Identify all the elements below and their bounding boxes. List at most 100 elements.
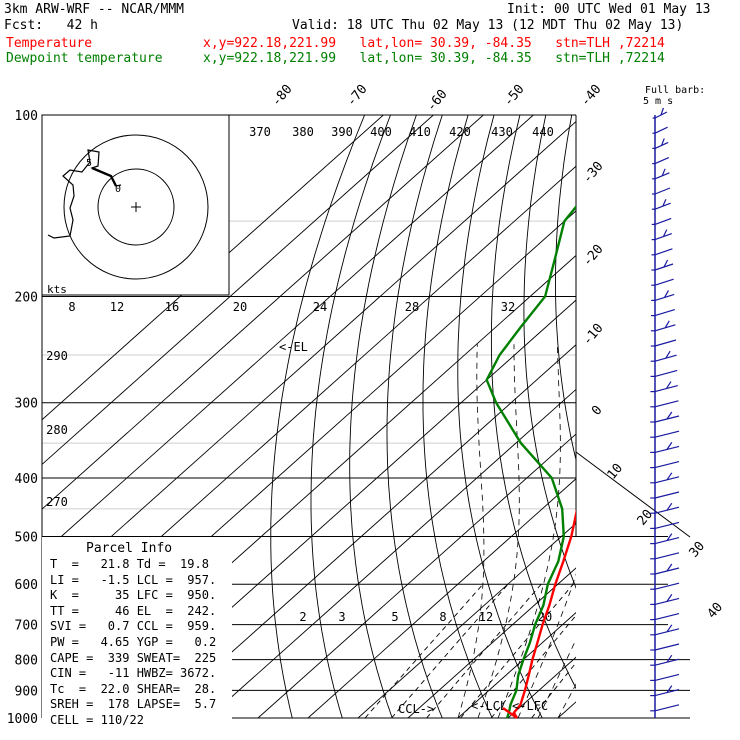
parcel-info-title: Parcel Info <box>86 541 173 556</box>
wind-barb <box>666 685 673 693</box>
isotherm-line <box>457 612 576 718</box>
pressure-label: 200 <box>15 291 38 306</box>
wind-barb <box>661 138 665 146</box>
parcel-info-box <box>42 537 232 720</box>
moist-adiabat <box>497 344 561 718</box>
wind-barb <box>654 278 674 286</box>
wind-barb <box>666 502 673 511</box>
plot-lower-border <box>575 451 691 538</box>
wind-barb <box>654 309 675 317</box>
isotherm-label: -40 <box>578 82 605 110</box>
hodo-speed-label: 12 <box>110 300 124 314</box>
hodograph-ring-outer <box>63 134 209 280</box>
parcel-info-row: CIN = -11 HWBZ= 3672. <box>50 666 217 681</box>
mixing-ratio-label: 5 <box>391 610 398 624</box>
wind-barb <box>654 430 680 438</box>
pressure-label: 300 <box>15 397 38 412</box>
theta-label: 430 <box>491 125 513 139</box>
dry-adiabat <box>490 115 576 690</box>
theta-label: 400 <box>370 125 392 139</box>
theta-label: 280 <box>46 423 68 437</box>
hodo-speed-label: 32 <box>501 300 515 314</box>
wind-barb <box>666 533 673 541</box>
wind-barb <box>666 411 673 420</box>
temperature-profile <box>512 508 576 718</box>
hodo-speed-label: 16 <box>165 300 179 314</box>
dry-adiabat <box>700 115 740 718</box>
temperature-location: x,y=922.18,221.99 lat,lon= 30.39, -84.35… <box>203 36 665 51</box>
isotherm-label: 10 <box>605 461 627 483</box>
wind-barb <box>654 248 673 256</box>
wind-barb <box>654 217 672 225</box>
wind-barb <box>664 290 669 298</box>
wind-barb <box>654 582 680 590</box>
wind-barb <box>654 126 668 134</box>
isotherm-label: 30 <box>687 539 709 561</box>
moist-adiabat <box>537 638 576 718</box>
wind-barb <box>654 339 677 347</box>
pressure-label: 100 <box>15 109 38 124</box>
wind-barb <box>666 594 673 602</box>
hodo-speed-label: 28 <box>405 300 419 314</box>
wind-barb <box>666 654 673 663</box>
valid-time: Valid: 18 UTC Thu 02 May 13 (12 MDT Thu … <box>292 18 684 33</box>
isotherm-label: -60 <box>424 87 451 115</box>
dry-adiabat <box>457 115 543 718</box>
isotherm-line <box>42 115 434 466</box>
isotherm-label: -30 <box>580 159 607 187</box>
lcl-annotation: <-LCL <box>471 699 507 713</box>
wind-barb <box>654 704 680 712</box>
pressure-label: 500 <box>15 530 38 545</box>
wind-barb <box>661 168 666 177</box>
wind-barb <box>654 643 680 651</box>
parcel-info-row: CELL = 110/22 <box>50 712 144 727</box>
ccl-annotation: CCL-> <box>398 702 434 716</box>
hodo-speed-label: 20 <box>233 300 247 314</box>
wind-barb <box>666 563 673 572</box>
pressure-label: 600 <box>15 578 38 593</box>
wind-barb <box>665 381 672 389</box>
isotherm-line <box>407 567 576 718</box>
parcel-info: Parcel Info T = 21.8 Td = 19.8 LI = -1.5 … <box>50 540 240 729</box>
dewpoint-location: x,y=922.18,221.99 lat,lon= 30.39, -84.35… <box>203 51 665 66</box>
isotherm-label: -20 <box>580 242 607 270</box>
wind-barbs <box>650 107 680 718</box>
theta-label: 290 <box>46 349 68 363</box>
dewpoint-profile <box>485 204 576 718</box>
temperature-surface-segment <box>502 707 518 719</box>
wind-barb <box>654 461 680 469</box>
el-annotation: <-EL <box>279 340 308 354</box>
isotherm-line <box>42 115 484 510</box>
hodograph-height-0km: 0 <box>115 184 121 195</box>
wind-barb <box>654 613 680 621</box>
isotherm-label: -10 <box>580 321 607 349</box>
dry-adiabat <box>386 115 443 718</box>
temperature-legend: Temperature <box>6 36 93 51</box>
parcel-info-row: K = 35 LFC = 950. <box>50 588 217 603</box>
hodograph-speed-units: kts <box>47 283 67 296</box>
theta-label: 440 <box>532 125 554 139</box>
mixing-ratio-line <box>460 583 574 718</box>
pressure-label: 800 <box>15 654 38 669</box>
dry-adiabat <box>310 115 391 718</box>
wind-barb <box>662 229 668 237</box>
theta-label: 410 <box>409 125 431 139</box>
hodograph-ring-inner <box>97 168 175 246</box>
dry-adiabat <box>673 115 740 718</box>
isotherm-label: -80 <box>269 82 296 110</box>
isotherm-line <box>357 522 576 718</box>
wind-barb <box>654 369 678 377</box>
model-title: 3km ARW-WRF -- NCAR/MMM <box>4 2 185 17</box>
theta-label: 420 <box>449 125 471 139</box>
isotherm-label: -70 <box>344 82 371 110</box>
init-time: Init: 00 UTC Wed 01 May 13 <box>507 2 711 17</box>
wind-barb <box>654 400 679 408</box>
wind-barb <box>666 472 673 481</box>
wind-barb <box>654 521 680 529</box>
parcel-info-row: PW = 4.65 YGP = 0.2 <box>50 634 217 649</box>
wind-barb <box>666 624 673 633</box>
wind-barb <box>654 552 680 560</box>
dewpoint-legend: Dewpoint temperature <box>6 51 163 66</box>
parcel-info-row: SREH = 178 LAPSE= 5.7 <box>50 697 217 712</box>
